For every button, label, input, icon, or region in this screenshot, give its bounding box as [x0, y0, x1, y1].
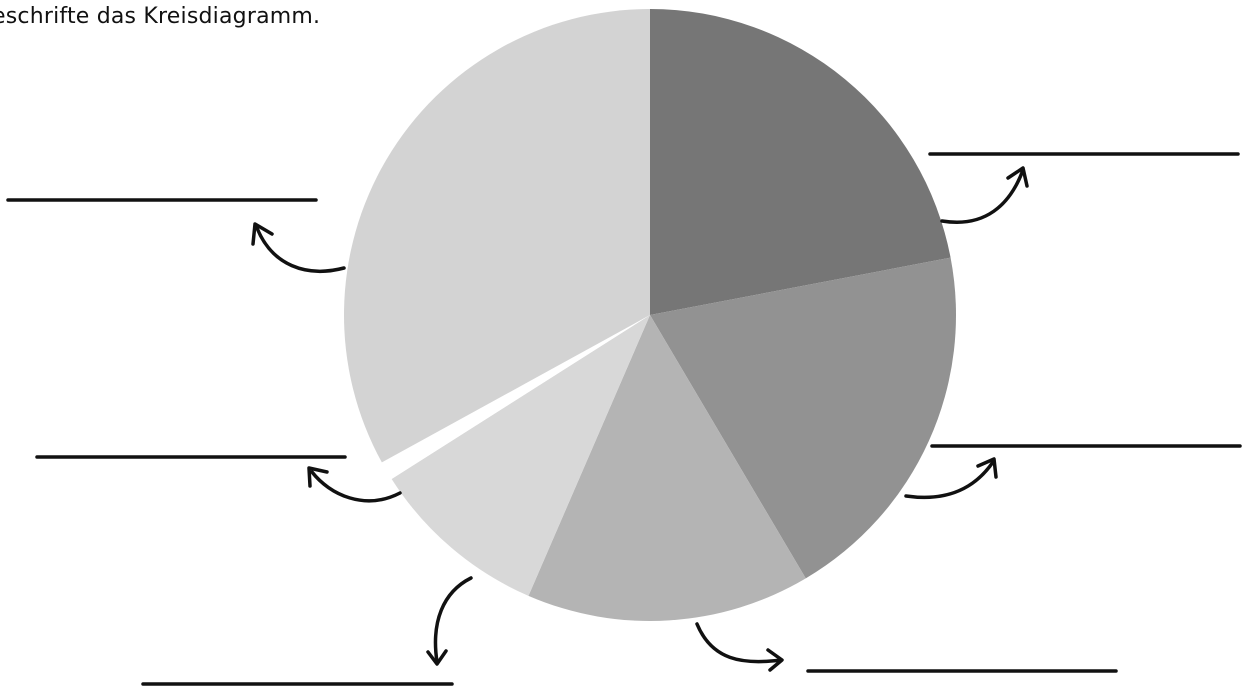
pie-slice-5: [381, 315, 650, 479]
arrow-middle-right: [904, 457, 998, 500]
arrow-middle-left: [307, 466, 402, 503]
pie-slice-1: [650, 9, 951, 315]
arrow-top-left: [251, 222, 346, 273]
pie-slice-6: [343, 9, 650, 463]
arrow-bottom-left: [426, 576, 473, 666]
answer-lines: [6, 152, 1242, 686]
arrow-bottom-right: [695, 622, 784, 672]
pie-slice-3: [528, 315, 806, 622]
arrows: [251, 166, 1029, 672]
instruction-text: eschrifte das Kreisdiagramm.: [0, 4, 321, 29]
pie-chart: [343, 9, 957, 622]
arrow-top-right: [940, 166, 1029, 224]
pie-slice-4: [391, 315, 650, 596]
pie-slice-2: [650, 257, 957, 579]
